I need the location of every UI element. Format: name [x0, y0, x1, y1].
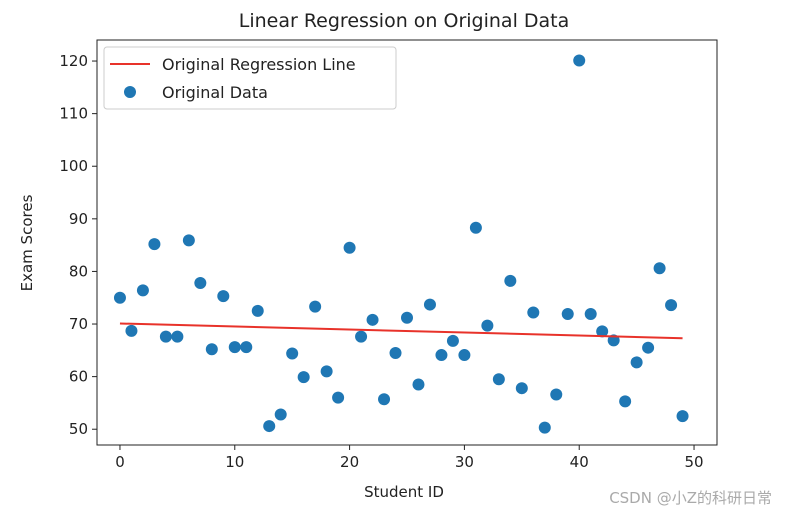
legend: Original Regression Line Original Data [103, 46, 397, 110]
data-point [205, 343, 218, 356]
data-point [182, 234, 195, 247]
series-layer [113, 54, 689, 434]
regression-line [119, 322, 683, 340]
legend-point-swatch [124, 86, 136, 98]
data-point [320, 365, 333, 378]
data-point [378, 393, 391, 406]
data-point [401, 311, 413, 324]
y-tick-label: 80 [69, 262, 88, 280]
data-point [676, 410, 689, 423]
data-point [550, 388, 563, 401]
data-point [412, 378, 425, 391]
legend-box [103, 46, 397, 110]
y-axis: 50 60 70 80 90 100 110 120 [59, 52, 97, 438]
data-point [504, 274, 517, 287]
data-point [653, 262, 666, 275]
data-point [573, 54, 586, 67]
x-tick-label: 40 [570, 453, 589, 471]
data-point [136, 284, 149, 297]
x-axis: 0 10 20 30 40 50 [115, 445, 704, 471]
data-point [263, 420, 276, 433]
data-point [458, 349, 471, 362]
data-point [286, 347, 299, 360]
data-point [527, 306, 540, 319]
data-point [469, 221, 482, 234]
data-point [217, 290, 230, 303]
x-tick-label: 20 [340, 453, 359, 471]
data-point [148, 238, 161, 251]
data-point [228, 341, 241, 354]
data-point [113, 291, 126, 304]
data-point [171, 330, 184, 343]
data-point [297, 371, 310, 384]
x-tick-label: 0 [115, 453, 125, 471]
data-point [584, 308, 597, 321]
data-point [596, 325, 609, 338]
data-point [665, 299, 678, 312]
y-tick-label: 120 [59, 52, 88, 70]
y-tick-label: 90 [69, 210, 88, 228]
data-point [309, 300, 322, 313]
watermark: CSDN @小Z的科研日常 [609, 489, 772, 507]
data-point [125, 324, 138, 337]
data-point [355, 330, 368, 343]
data-point [194, 277, 207, 289]
x-tick-label: 10 [225, 453, 244, 471]
legend-label-regression: Original Regression Line [162, 55, 356, 74]
x-tick-label: 30 [455, 453, 474, 471]
data-point [561, 308, 574, 321]
y-tick-label: 60 [69, 368, 88, 386]
data-point [481, 319, 494, 332]
plot-area [96, 39, 718, 446]
y-tick-label: 70 [69, 315, 88, 333]
data-point [159, 330, 172, 343]
data-point [274, 408, 287, 421]
data-point [492, 373, 505, 386]
y-tick-label: 110 [59, 105, 88, 123]
legend-label-data: Original Data [162, 83, 268, 102]
data-point [642, 341, 655, 354]
data-point [630, 356, 643, 369]
data-point [515, 382, 528, 395]
y-tick-label: 100 [59, 157, 88, 175]
chart-title: Linear Regression on Original Data [239, 10, 570, 32]
x-tick-label: 50 [684, 453, 703, 471]
data-point [619, 395, 632, 408]
data-point [343, 241, 356, 254]
data-point [538, 421, 551, 434]
y-tick-label: 50 [69, 420, 88, 438]
data-point [366, 313, 379, 326]
data-point [446, 334, 459, 347]
data-point [251, 304, 264, 317]
data-point [435, 349, 448, 362]
data-point [423, 298, 436, 311]
data-point [240, 341, 253, 354]
data-point [389, 346, 402, 359]
x-axis-label: Student ID [364, 483, 444, 501]
data-point [332, 391, 345, 404]
y-axis-label: Exam Scores [18, 194, 36, 291]
plot-border [96, 39, 718, 446]
